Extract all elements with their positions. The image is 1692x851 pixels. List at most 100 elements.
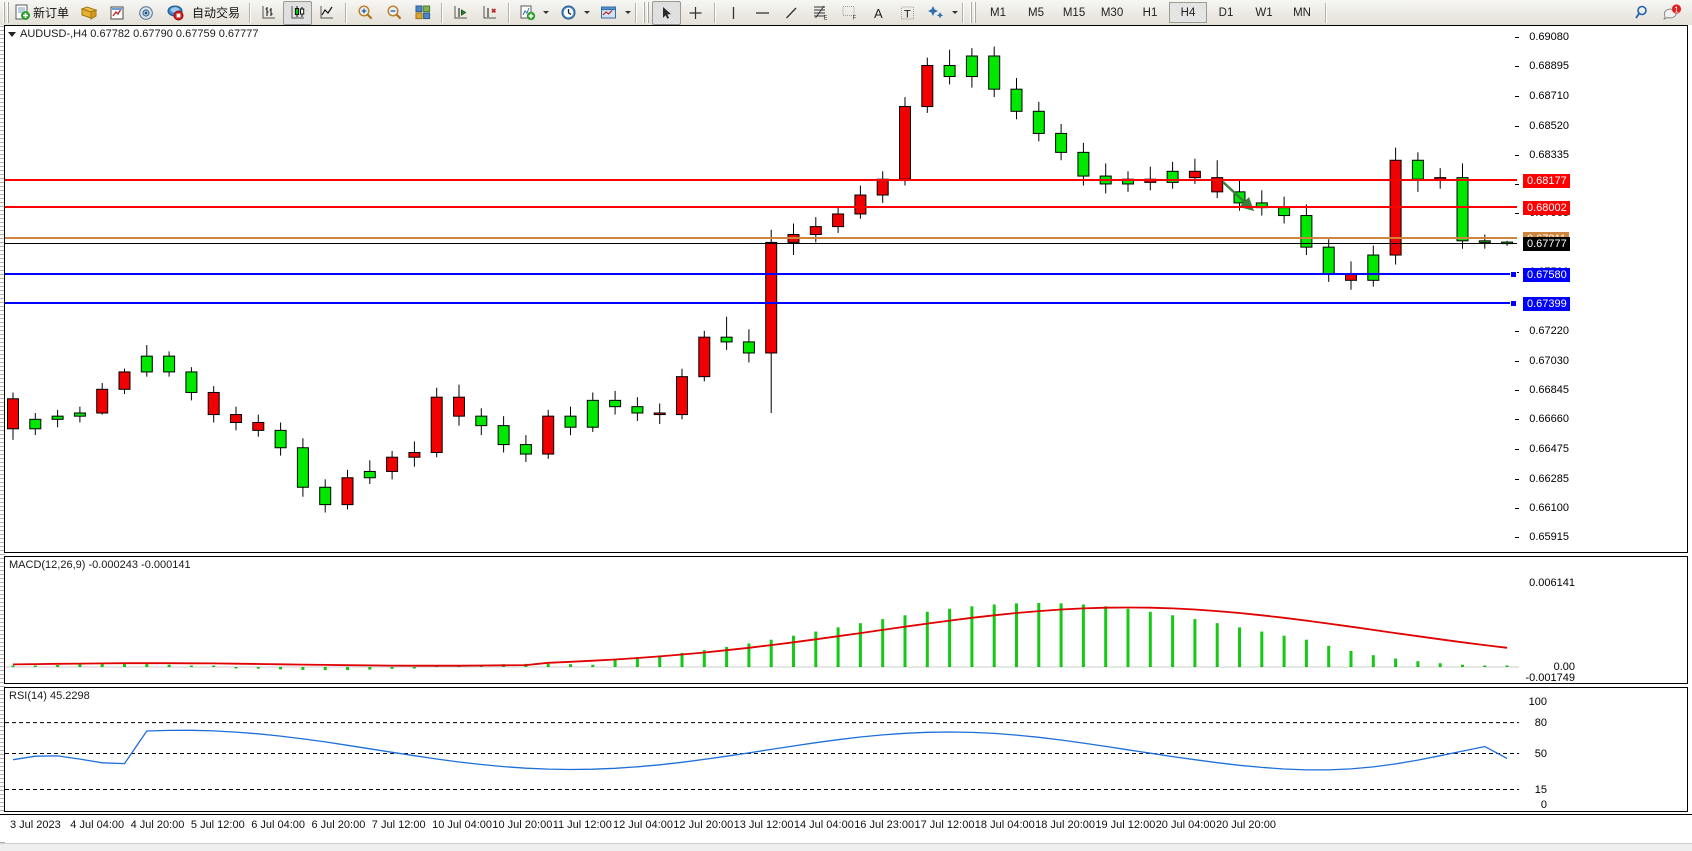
timeframe-m5[interactable]: M5: [1028, 6, 1045, 19]
horizontal-scrollbar[interactable]: [0, 843, 1692, 851]
macd-panel[interactable]: MACD(12,26,9) -0.000243 -0.000141 0.0061…: [4, 556, 1688, 684]
price-tick: 0.66475: [1529, 442, 1569, 455]
search-button[interactable]: [1628, 1, 1657, 25]
vertical-line-button[interactable]: [719, 1, 748, 25]
timeframe-toolbar-grip[interactable]: [970, 2, 978, 23]
price-tick: 0.68895: [1529, 60, 1569, 73]
price-label-resistance-2[interactable]: 0.68002: [1523, 201, 1570, 216]
timeframe-d1[interactable]: D1: [1218, 6, 1234, 19]
crosshair-button[interactable]: [681, 1, 710, 25]
line-chart-button[interactable]: [312, 1, 341, 25]
svg-text:A: A: [874, 6, 883, 21]
timeframe-w1[interactable]: W1: [1255, 6, 1273, 19]
price-label-support-1[interactable]: 0.67580: [1523, 267, 1570, 282]
channel-button[interactable]: F: [835, 1, 864, 25]
shapes-dropdown-caret[interactable]: [952, 11, 959, 14]
trendline-button[interactable]: [777, 1, 806, 25]
rsi-panel[interactable]: RSI(14) 45.2298 100 80 50 15 0: [4, 687, 1688, 812]
time-label: 12 Jul 04:00: [613, 819, 673, 831]
time-label: 6 Jul 04:00: [251, 819, 306, 831]
timeframe-m30[interactable]: M30: [1100, 6, 1124, 19]
down-arrow-annotation[interactable]: [1221, 178, 1281, 228]
candlestick-chart-button[interactable]: [283, 0, 313, 25]
auto-trading-label-wrap[interactable]: 自动交易: [190, 1, 245, 25]
level-line-support-2[interactable]: [5, 301, 1517, 304]
level-line-entry-level[interactable]: [5, 236, 1517, 239]
timeframe-m1[interactable]: M1: [990, 6, 1007, 19]
zoom-in-button[interactable]: [350, 1, 379, 25]
shift-end-button[interactable]: [446, 1, 475, 25]
svg-text:F: F: [853, 16, 857, 22]
auto-trading-icon: [167, 5, 184, 21]
zoom-out-button[interactable]: [379, 1, 408, 25]
templates-button[interactable]: [595, 1, 624, 25]
price-tick: 0.68335: [1529, 148, 1569, 161]
auto-trading-button[interactable]: [161, 1, 190, 25]
timeframe-m15[interactable]: M15: [1062, 6, 1086, 19]
level-line-resistance-1[interactable]: [5, 178, 1517, 181]
search-icon: [1634, 5, 1647, 19]
price-tickmark: [1515, 448, 1519, 450]
timeframe-mn[interactable]: MN: [1293, 6, 1311, 19]
price-tick: 0.68520: [1529, 119, 1569, 132]
price-axis[interactable]: 0.69080 0.68895 0.68710 0.68520 0.68335 0.681…: [1515, 26, 1687, 552]
timeframe-h4[interactable]: H4: [1169, 2, 1208, 23]
navigator-button[interactable]: [132, 1, 161, 25]
price-tickmark: [1515, 213, 1519, 215]
alerts-button[interactable]: 1: [1657, 1, 1686, 25]
level-line-resistance-2[interactable]: [5, 206, 1517, 209]
price-label-resistance-1[interactable]: 0.68177: [1523, 173, 1570, 188]
indicators-button[interactable]: [513, 1, 542, 25]
svg-text:E: E: [824, 16, 828, 22]
price-tickmark: [1515, 390, 1519, 392]
text-button[interactable]: A: [864, 1, 893, 25]
chart-collapse-icon[interactable]: [8, 31, 16, 37]
time-axis[interactable]: 3 Jul 2023 4 Jul 04:00 4 Jul 20:00 5 Jul 12…: [0, 814, 1692, 841]
tools-toolbar-grip[interactable]: [643, 2, 651, 23]
new-order-button[interactable]: 新订单: [12, 1, 74, 25]
toolbar-separator-5: [635, 2, 637, 23]
bar-chart-button[interactable]: [254, 1, 283, 25]
periods-button[interactable]: [554, 1, 583, 25]
timeframe-h1[interactable]: H1: [1142, 6, 1158, 19]
cursor-button[interactable]: [652, 0, 682, 25]
price-chart-panel[interactable]: AUDUSD-,H4 0.67782 0.67790 0.67759 0.677…: [4, 25, 1688, 553]
text-label-button[interactable]: T: [893, 1, 922, 25]
rsi-tick: 80: [1534, 716, 1547, 729]
toolbar-separator-2: [345, 2, 347, 23]
indicators-dropdown-caret[interactable]: [543, 11, 550, 14]
market-watch-button[interactable]: [103, 1, 132, 25]
price-tickmark: [1515, 95, 1519, 97]
channel-icon: F: [842, 6, 857, 22]
fibonacci-button[interactable]: E: [806, 1, 835, 25]
time-label: 4 Jul 04:00: [70, 819, 125, 831]
time-label: 16 Jul 23:00: [854, 819, 915, 831]
cursor-icon: [663, 6, 672, 19]
macd-tick: 0.006141: [1529, 577, 1575, 589]
toolbar-separator-3: [441, 2, 443, 23]
macd-plot: [5, 603, 1519, 671]
profiles-button[interactable]: [74, 1, 103, 25]
price-label-support-2[interactable]: 0.67399: [1523, 296, 1570, 311]
level-handle-support-1[interactable]: [1510, 270, 1517, 278]
shapes-button[interactable]: [922, 1, 951, 25]
new-order-label: 新订单: [33, 6, 70, 20]
profiles-icon: [80, 5, 97, 20]
price-tickmark: [1515, 272, 1519, 274]
horizontal-line-button[interactable]: [748, 1, 777, 25]
toolbar-grip[interactable]: [3, 2, 10, 23]
templates-dropdown-caret[interactable]: [625, 11, 632, 14]
tile-windows-button[interactable]: [408, 1, 437, 25]
price-tickmark: [1515, 536, 1519, 538]
rsi-label: RSI(14) 45.2298: [9, 690, 90, 702]
rsi-tick: 50: [1534, 747, 1547, 760]
price-label-current-price[interactable]: 0.67777: [1523, 236, 1570, 251]
level-handle-support-2[interactable]: [1510, 299, 1517, 307]
auto-scroll-button[interactable]: [475, 1, 504, 25]
macd-label: MACD(12,26,9) -0.000243 -0.000141: [9, 559, 191, 571]
periods-dropdown-caret[interactable]: [584, 11, 591, 14]
price-candles: [7, 46, 1514, 513]
level-line-support-1[interactable]: [5, 272, 1517, 275]
time-label: 17 Jul 12:00: [914, 819, 975, 831]
chart-vertical-grip[interactable]: [0, 25, 5, 851]
